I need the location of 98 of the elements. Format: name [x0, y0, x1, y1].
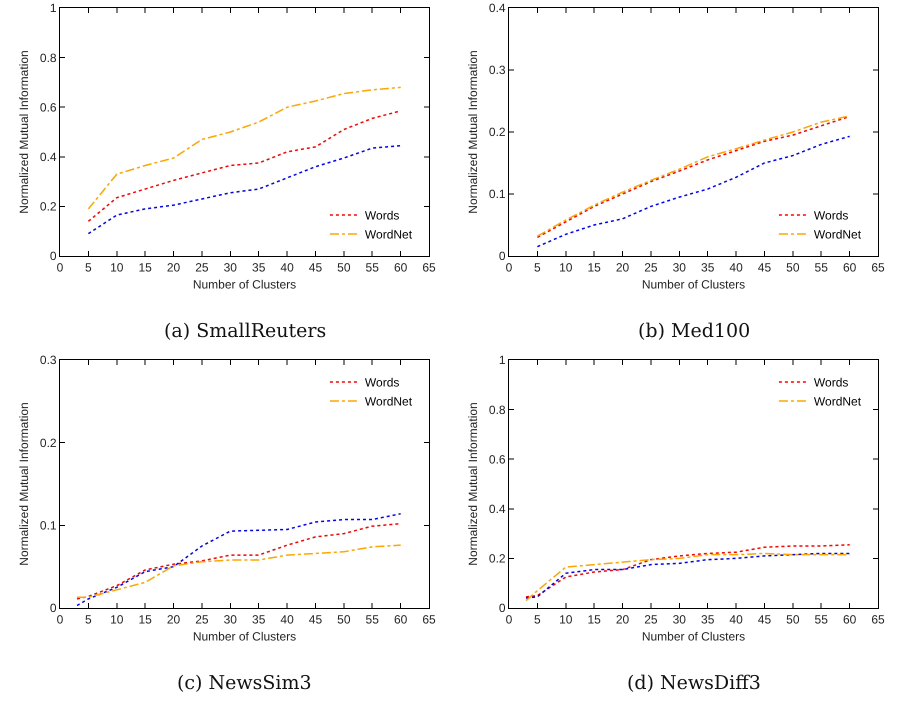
x-tick-label: 25: [644, 612, 658, 626]
legend-label: Words: [364, 376, 400, 390]
x-tick-label: 15: [587, 612, 602, 626]
y-tick-label: 0.3: [40, 353, 57, 368]
x-tick-label: 25: [644, 260, 658, 274]
x-tick-label: 60: [842, 612, 857, 626]
x-tick-label: 15: [138, 260, 152, 274]
x-tick-label: 35: [252, 612, 266, 626]
y-tick-label: 0.8: [40, 50, 57, 65]
x-tick-label: 20: [616, 612, 630, 626]
line-series: [76, 522, 402, 600]
y-tick-label: 0.1: [40, 518, 57, 533]
x-tick-label: 60: [842, 260, 857, 274]
line-series: [88, 86, 402, 210]
x-tick-label: 20: [166, 260, 181, 274]
legend-label: Words: [814, 376, 848, 390]
x-tick-label: 45: [308, 612, 322, 626]
x-tick-label: 45: [758, 612, 772, 626]
y-axis-title: Normalized Mutual Information: [17, 402, 32, 566]
x-tick-label: 30: [224, 260, 238, 274]
x-tick-label: 45: [308, 260, 322, 274]
line-series: [525, 544, 850, 598]
x-tick-label: 65: [422, 612, 436, 626]
x-tick-label: 30: [672, 612, 686, 626]
y-tick-label: 0.2: [488, 125, 506, 140]
x-axis-title: Number of Clusters: [192, 277, 296, 292]
y-tick-label: 0: [498, 249, 506, 264]
x-tick-label: 5: [534, 260, 542, 274]
x-tick-label: 10: [559, 260, 573, 274]
y-tick-label: 0.8: [488, 402, 506, 417]
legend-label: Words: [814, 208, 848, 223]
y-axis-title: Normalized Mutual Information: [466, 50, 480, 214]
text: (d) NewsDiff3: [627, 672, 761, 694]
x-tick-label: 65: [871, 260, 885, 274]
x-tick-label: 20: [616, 260, 630, 274]
x-axis-title: Number of Clusters: [642, 277, 746, 292]
x-tick-label: 55: [814, 612, 828, 626]
y-tick-label: 0.2: [40, 200, 57, 214]
text: (b) Med100: [638, 320, 750, 342]
y-axis-title: Normalized Mutual Information: [17, 50, 32, 214]
x-axis-title: Number of Clusters: [192, 629, 296, 644]
y-tick-label: 1: [498, 353, 506, 368]
y-tick-label: 0.3: [488, 63, 506, 78]
y-tick-label: 0.4: [40, 150, 57, 164]
x-tick-label: 55: [366, 260, 380, 274]
y-tick-label: 0.4: [488, 502, 506, 516]
x-tick-label: 5: [534, 612, 542, 626]
y-axis-title: Normalized Mutual Information: [466, 402, 480, 566]
x-tick-label: 35: [252, 260, 266, 274]
y-tick-label: 0.2: [488, 552, 506, 566]
legend-label: WordNet: [814, 228, 862, 242]
legend-label: Words: [364, 208, 400, 223]
y-tick-label: 0.6: [488, 452, 506, 466]
x-tick-label: 10: [110, 612, 124, 626]
y-tick-label: 0: [50, 249, 57, 264]
x-tick-label: 60: [394, 260, 408, 274]
x-tick-label: 40: [280, 612, 294, 626]
text: (a) SmallReuters: [164, 320, 326, 342]
x-tick-label: 50: [786, 612, 800, 626]
x-tick-label: 65: [422, 260, 436, 274]
y-tick-label: 0: [498, 601, 506, 616]
line-series: [76, 513, 402, 606]
text: (c) NewsSim3: [177, 672, 312, 694]
line-series: [76, 544, 402, 598]
x-tick-label: 10: [110, 260, 124, 274]
x-tick-label: 15: [138, 612, 152, 626]
x-tick-label: 55: [814, 260, 828, 274]
x-tick-label: 20: [166, 612, 181, 626]
y-tick-label: 0.2: [40, 436, 57, 450]
x-tick-label: 30: [672, 260, 686, 274]
legend-label: WordNet: [364, 228, 413, 242]
x-tick-label: 25: [195, 612, 209, 626]
x-tick-label: 5: [85, 612, 92, 626]
x-tick-label: 50: [337, 612, 351, 626]
y-tick-label: 0: [50, 601, 57, 616]
y-tick-label: 0.1: [488, 187, 506, 202]
x-tick-label: 50: [786, 260, 800, 274]
y-tick-label: 0.6: [40, 100, 57, 114]
x-tick-label: 50: [337, 260, 351, 274]
x-tick-label: 35: [701, 260, 715, 274]
legend-label: WordNet: [814, 394, 862, 409]
legend-label: WordNet: [364, 394, 413, 409]
x-tick-label: 45: [758, 260, 772, 274]
y-tick-label: 1: [50, 1, 57, 16]
x-tick-label: 25: [195, 260, 209, 274]
x-tick-label: 60: [394, 612, 408, 626]
y-tick-label: 0.4: [488, 1, 506, 16]
x-tick-label: 65: [871, 612, 885, 626]
x-axis-title: Number of Clusters: [642, 629, 746, 644]
x-tick-label: 40: [729, 260, 744, 274]
x-tick-label: 35: [701, 612, 715, 626]
x-tick-label: 55: [366, 612, 380, 626]
x-tick-label: 40: [280, 260, 294, 274]
x-tick-label: 10: [559, 612, 573, 626]
x-tick-label: 5: [85, 260, 92, 274]
x-tick-label: 40: [729, 612, 744, 626]
x-tick-label: 30: [224, 612, 238, 626]
x-tick-label: 15: [587, 260, 602, 274]
